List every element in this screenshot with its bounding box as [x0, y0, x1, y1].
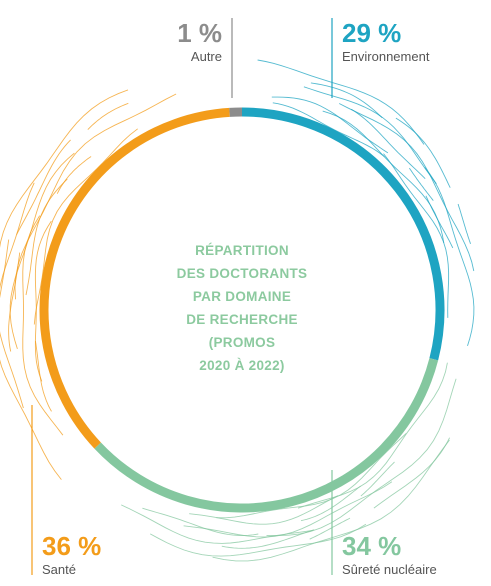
wave-line: [271, 96, 389, 154]
label-autre: 1 % Autre: [177, 18, 222, 64]
wave-line: [303, 86, 437, 185]
wave-line: [8, 252, 21, 352]
wave-line: [121, 504, 314, 544]
slice-value-label: 1 %: [177, 18, 222, 48]
wave-line: [360, 461, 395, 497]
chart-title-line: DE RECHERCHE: [186, 312, 298, 327]
wave-line: [300, 485, 361, 522]
wave-line: [149, 523, 367, 557]
wave-line: [16, 139, 71, 235]
wave-line: [34, 220, 52, 382]
slice-name-label: Santé: [42, 562, 76, 577]
label-surete: 34 % Sûreté nucléaire: [342, 531, 437, 577]
wave-line: [142, 507, 259, 536]
donut-ring: [39, 107, 445, 513]
chart-title-line: 2020 À 2022): [199, 358, 284, 373]
wave-line: [34, 341, 52, 412]
wave-line: [33, 128, 138, 325]
label-environnement: 29 % Environnement: [342, 18, 430, 64]
wave-line: [266, 378, 457, 537]
wave-line: [351, 108, 426, 180]
donut-slice: [39, 107, 230, 449]
wave-line: [383, 153, 450, 318]
label-sante: 36 % Santé: [42, 531, 101, 577]
wave-line: [373, 437, 451, 509]
wave-line: [395, 117, 451, 188]
slice-name-label: Sûreté nucléaire: [342, 562, 437, 577]
wave-line: [216, 432, 407, 519]
wave-line: [409, 167, 434, 201]
wave-line: [0, 89, 129, 248]
chart-title: RÉPARTITION DES DOCTORANTS PAR DOMAINE D…: [177, 243, 308, 373]
wave-line: [424, 167, 475, 347]
slice-value-label: 36 %: [42, 531, 101, 561]
decorative-wave-lines: [0, 59, 475, 562]
wave-line: [272, 102, 385, 158]
wave-line: [257, 59, 425, 145]
wave-line: [221, 529, 315, 549]
slice-value-label: 29 %: [342, 18, 401, 48]
wave-line: [183, 481, 393, 538]
wave-line: [0, 182, 35, 409]
donut-slice: [241, 107, 445, 361]
wave-line: [425, 195, 454, 249]
wave-line: [309, 517, 351, 540]
chart-title-line: RÉPARTITION: [195, 243, 289, 258]
slice-name-label: Autre: [191, 49, 222, 64]
wave-line: [322, 110, 445, 243]
wave-line: [310, 82, 383, 119]
slice-name-label: Environnement: [342, 49, 430, 64]
wave-line: [0, 239, 62, 480]
wave-line: [87, 102, 129, 130]
wave-line: [14, 93, 177, 300]
wave-line: [25, 178, 68, 296]
wave-line: [56, 156, 92, 194]
wave-line: [189, 495, 339, 525]
slice-value-label: 34 %: [342, 531, 401, 561]
chart-title-line: PAR DOMAINE: [193, 289, 291, 304]
leader-lines: [31, 18, 333, 575]
wave-line: [457, 203, 471, 245]
donut-slice: [94, 358, 439, 513]
wave-line: [212, 439, 450, 562]
chart-title-line: (PROMOS: [209, 335, 276, 350]
wave-line: [338, 103, 475, 272]
chart-title-line: DES DOCTORANTS: [177, 266, 308, 281]
